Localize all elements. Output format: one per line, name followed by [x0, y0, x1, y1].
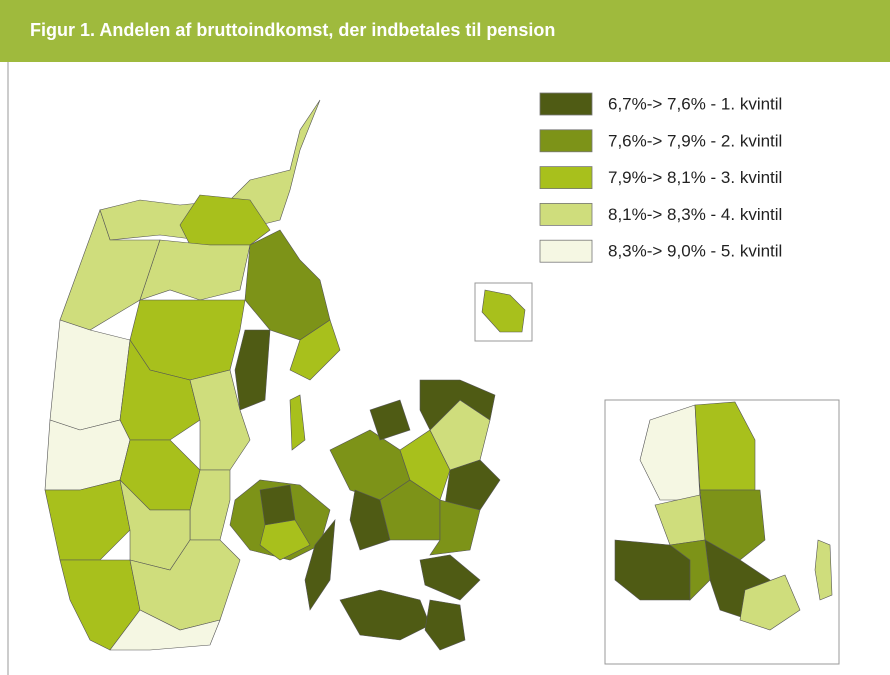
region: [245, 230, 330, 340]
region: [425, 600, 465, 650]
legend-swatch: [540, 167, 592, 189]
legend-swatch: [540, 240, 592, 262]
map-regions: [45, 100, 340, 650]
region: [420, 555, 480, 600]
legend-label: 8,1%-> 8,3% - 4. kvintil: [608, 205, 782, 224]
region: [45, 480, 130, 560]
region: [235, 330, 270, 410]
region: [340, 590, 430, 640]
map-regions: [230, 480, 335, 610]
legend-swatch: [540, 203, 592, 225]
map-regions: [330, 380, 500, 600]
region: [290, 395, 305, 450]
legend-label: 7,9%-> 8,1% - 3. kvintil: [608, 168, 782, 187]
region: [260, 485, 295, 525]
map: 6,7%-> 7,6% - 1. kvintil 7,6%-> 7,9% - 2.…: [0, 0, 890, 675]
legend-swatch: [540, 130, 592, 152]
page: Figur 1. Andelen af bruttoindkomst, der …: [0, 0, 890, 675]
legend-label: 7,6%-> 7,9% - 2. kvintil: [608, 131, 782, 150]
legend-label: 6,7%-> 7,6% - 1. kvintil: [608, 94, 782, 113]
region: [50, 320, 130, 430]
legend-label: 8,3%-> 9,0% - 5. kvintil: [608, 242, 782, 261]
region: [45, 420, 130, 490]
legend-swatch: [540, 93, 592, 115]
